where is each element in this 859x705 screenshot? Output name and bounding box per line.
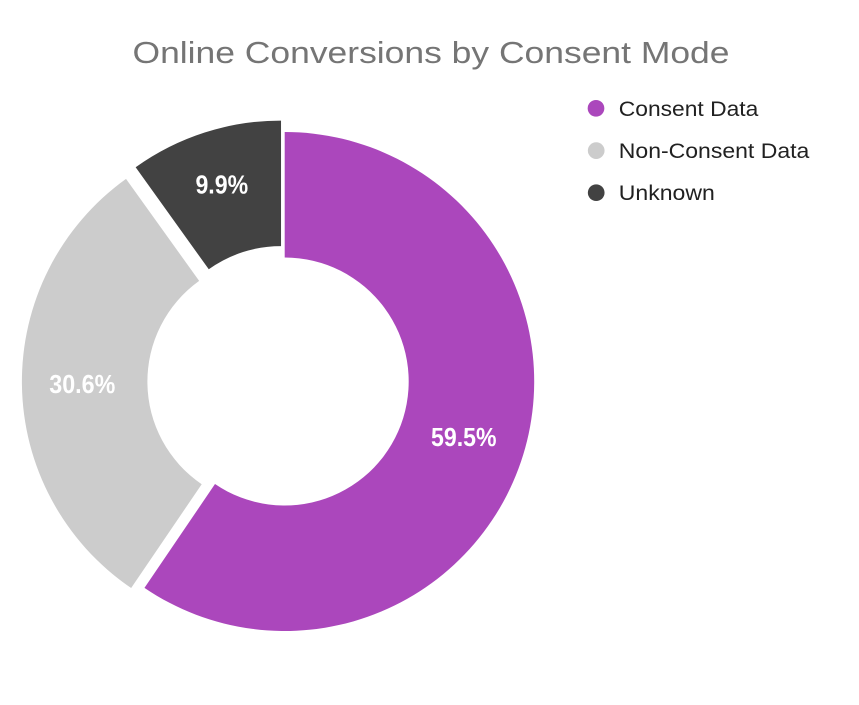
svg-text:Unknown: Unknown [619,181,715,205]
svg-text:59.5%: 59.5% [431,422,497,452]
svg-text:Non-Consent Data: Non-Consent Data [619,139,810,163]
svg-text:30.6%: 30.6% [49,369,115,399]
svg-text:Consent Data: Consent Data [619,97,759,121]
svg-text:9.9%: 9.9% [195,170,248,200]
svg-text:Online Conversions by Consent: Online Conversions by Consent Mode [133,35,730,70]
